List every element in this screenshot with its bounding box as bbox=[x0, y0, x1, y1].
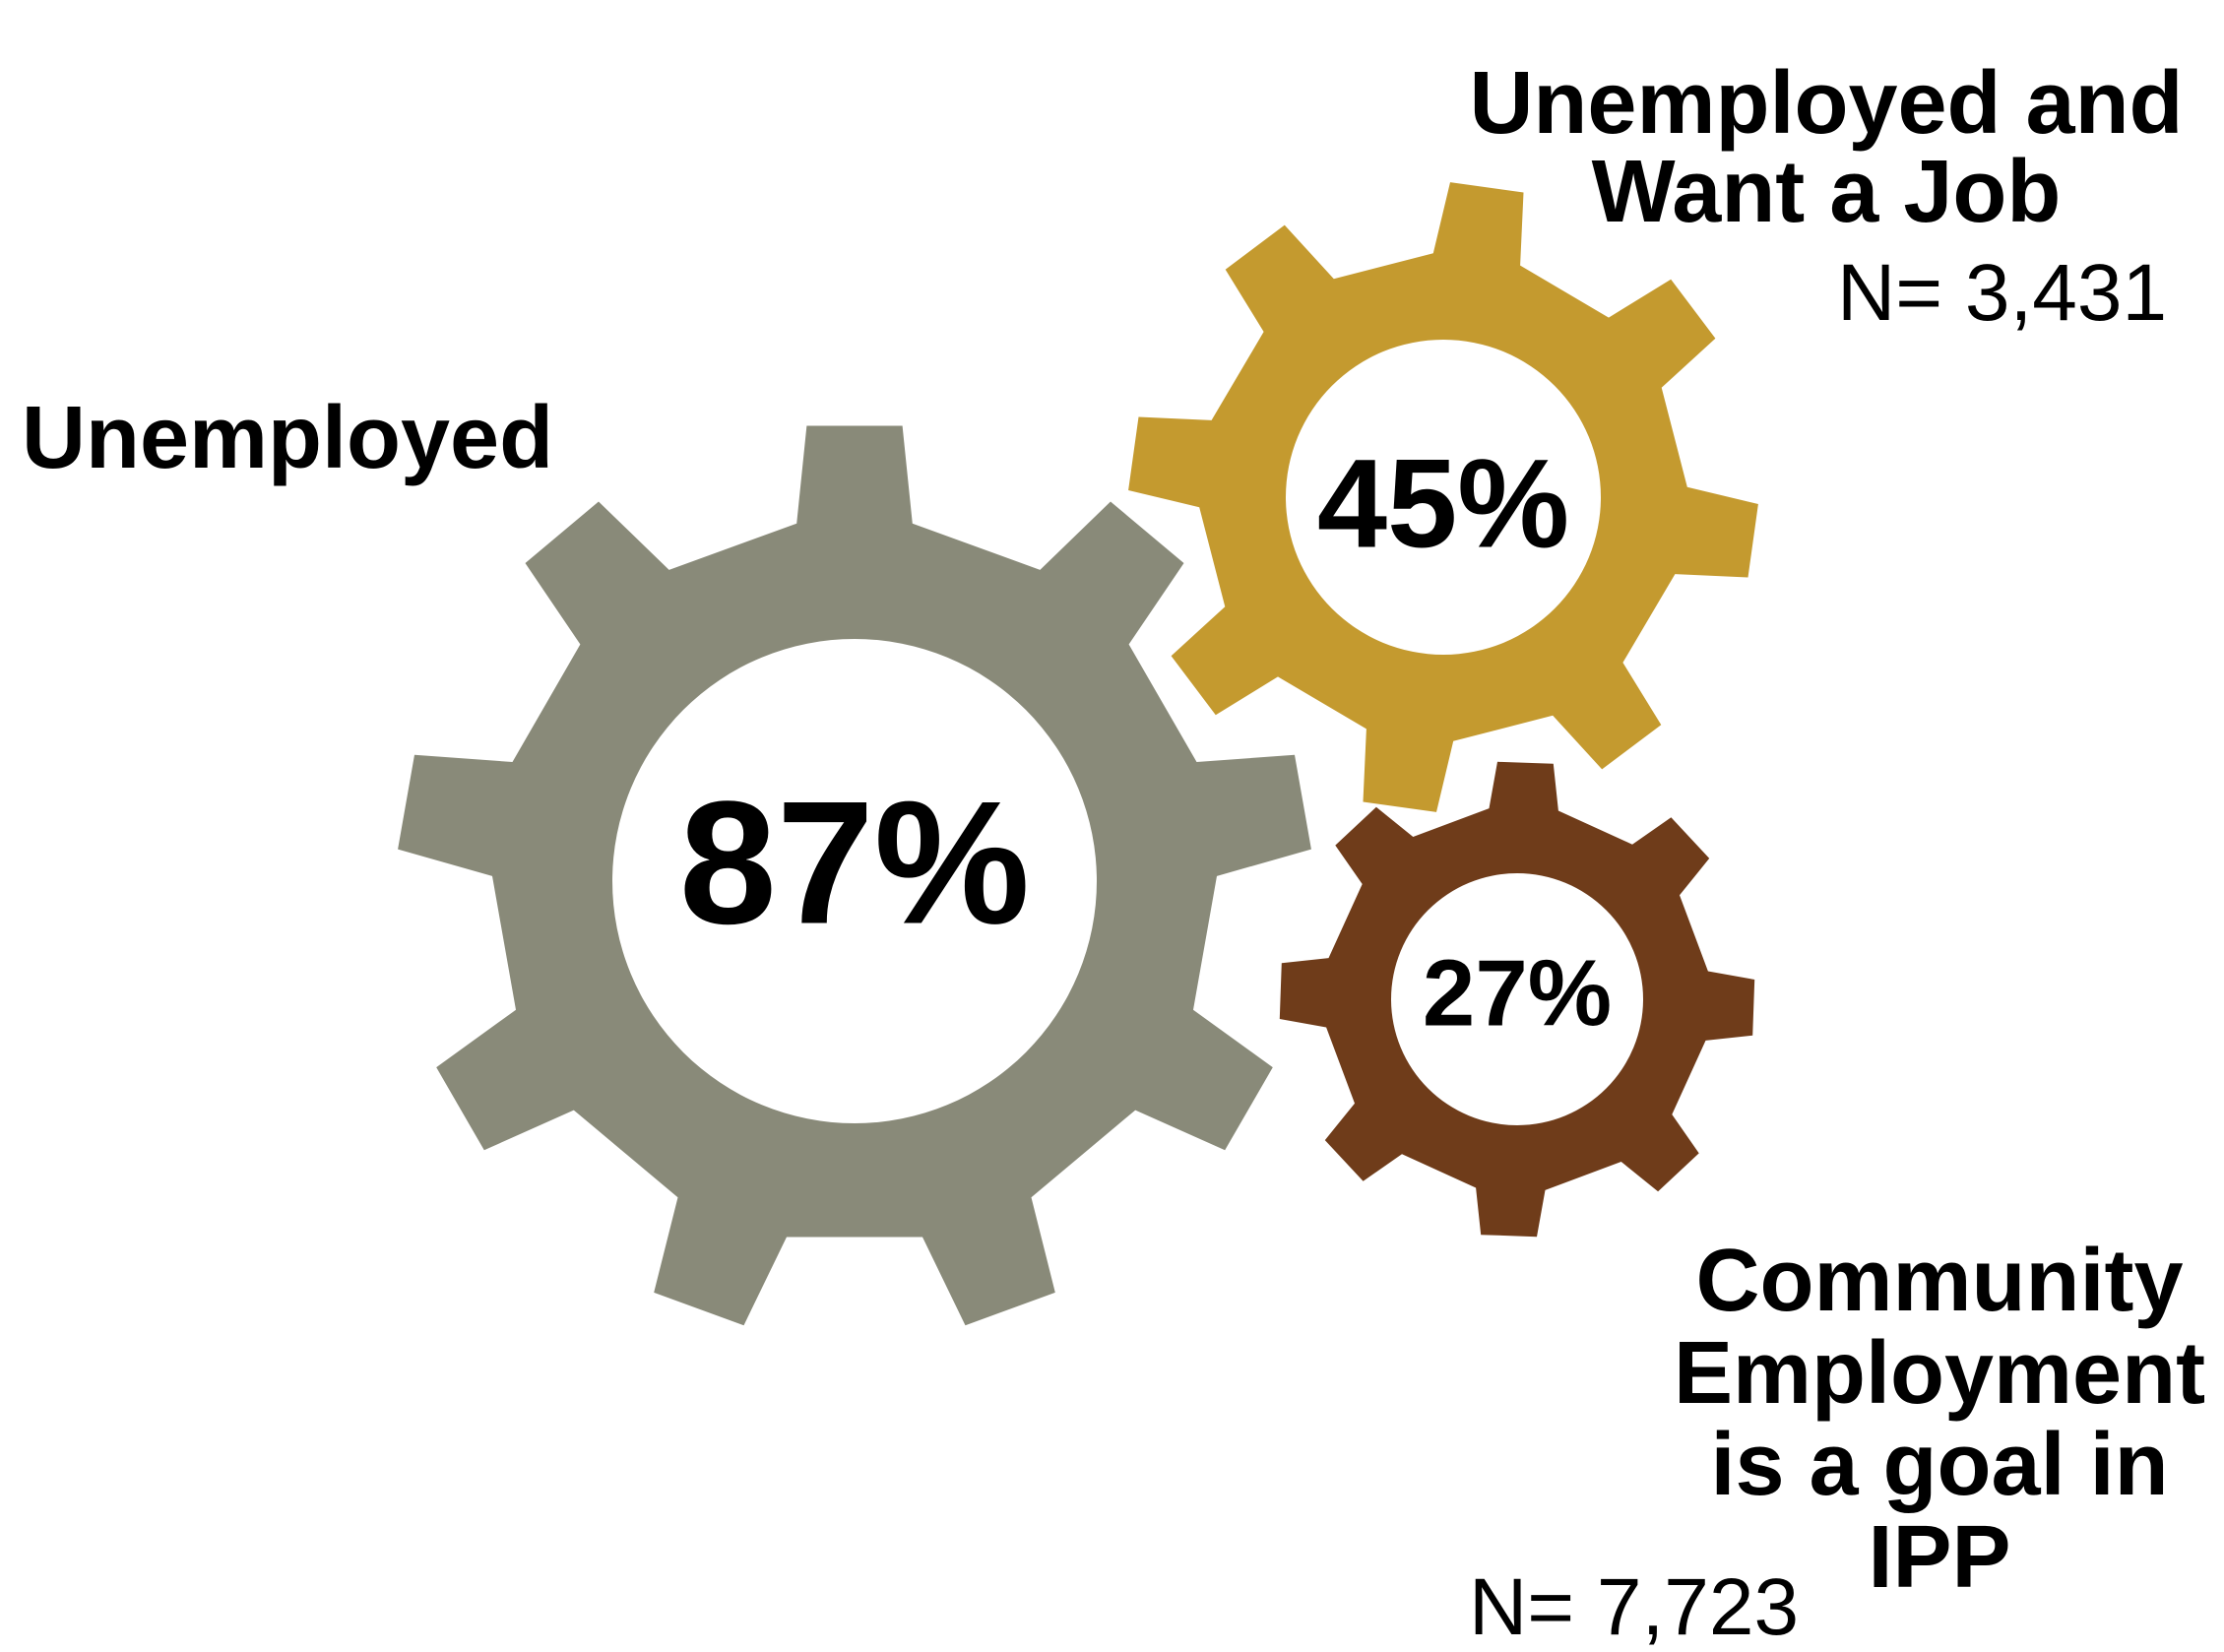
community-employment-gear bbox=[1279, 761, 1755, 1238]
unemployed-label: Unemployed bbox=[22, 389, 554, 487]
community-employment-n-value: N= 7,723 bbox=[1469, 1562, 1800, 1652]
want-job-gear bbox=[1128, 182, 1758, 812]
want-job-label-line-1: Unemployed and bbox=[1469, 54, 2184, 153]
community-employment-label-line-3: is a goal in bbox=[1710, 1416, 2169, 1515]
unemployed-percent: 87% bbox=[679, 765, 1030, 961]
community-employment-percent: 27% bbox=[1423, 941, 1612, 1047]
community-employment-label-line-4: IPP bbox=[1868, 1507, 2011, 1607]
community-employment-label: Community Employment is a goal in IPP bbox=[1664, 1232, 2215, 1607]
want-job-label-line-2: Want a Job bbox=[1591, 143, 2062, 241]
unemployed-gear bbox=[398, 425, 1311, 1326]
want-job-n-value: N= 3,431 bbox=[1837, 248, 2168, 338]
community-employment-label-line-2: Employment bbox=[1673, 1323, 2206, 1423]
community-employment-label-line-1: Community bbox=[1695, 1232, 2184, 1330]
want-job-percent: 45% bbox=[1317, 434, 1569, 575]
want-job-label: Unemployed and Want a Job bbox=[1437, 59, 2215, 236]
